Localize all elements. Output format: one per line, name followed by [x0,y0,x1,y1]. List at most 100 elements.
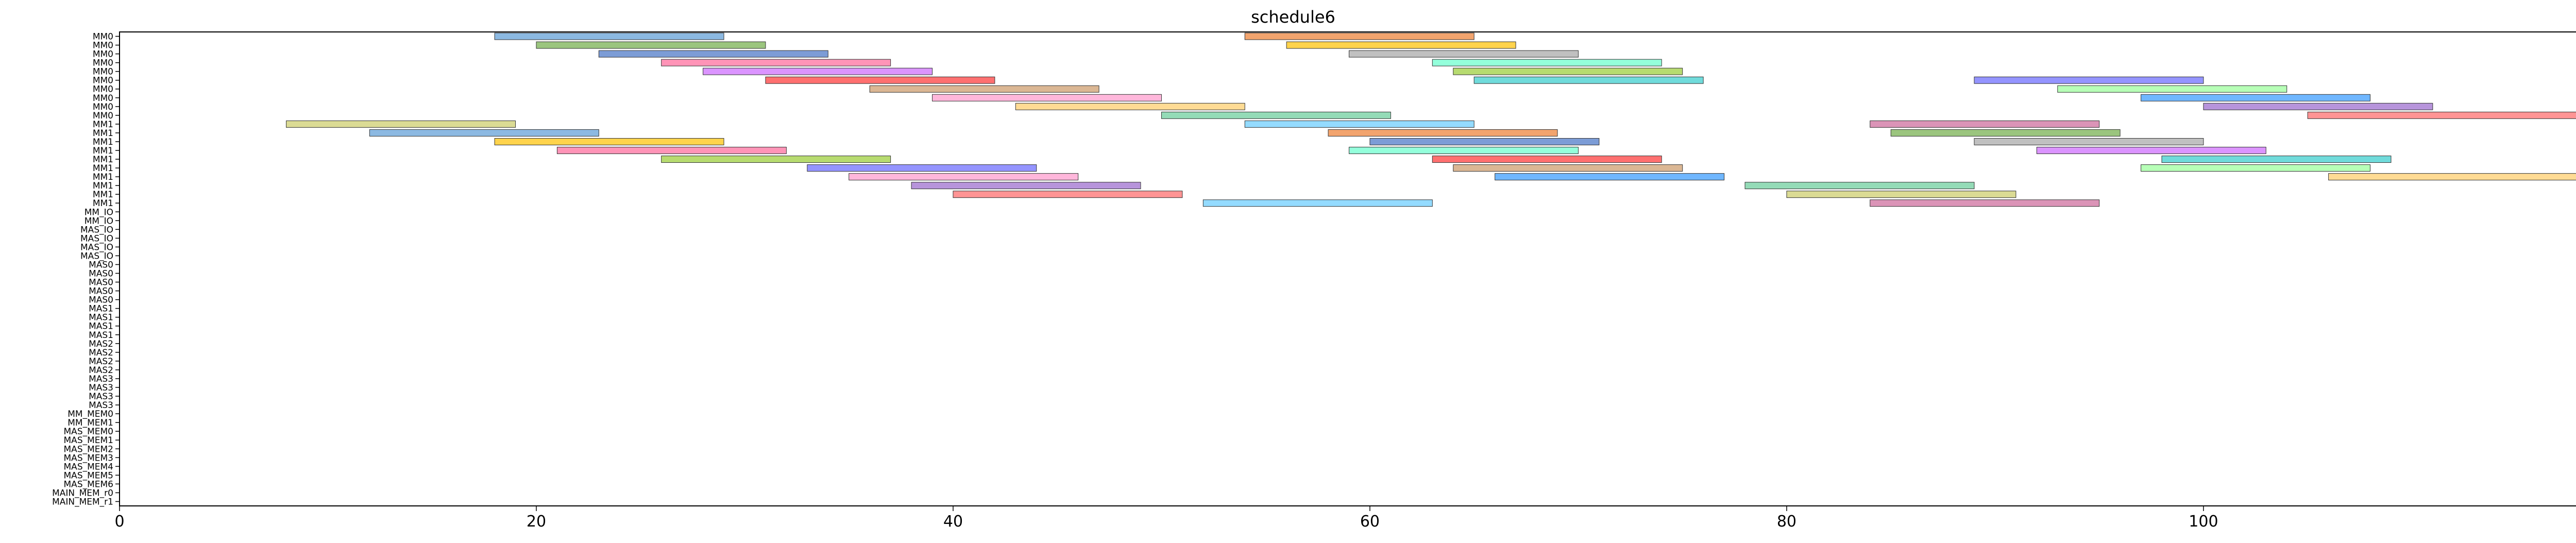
task-bar [1744,182,1975,190]
chart-title: schedule6 [1251,7,1335,27]
y-tick-label: MAS3 [89,400,113,411]
task-bar [1890,129,2121,137]
task-bar [1328,129,1558,137]
y-tick-label: MAS0 [89,295,113,306]
y-tick-label: MM0 [93,58,113,69]
x-axis-ticks: 0 20 40 60 80 100 [114,506,2218,531]
task-bar [1432,59,1662,66]
task-bar [849,173,1079,181]
y-tick-label: MAS2 [89,357,113,367]
y-tick-label: MAS1 [89,304,113,314]
y-tick-label: MM0 [93,76,113,86]
y-tick-label: MAIN_MEM_r1 [52,497,113,507]
y-tick-label: MAS3 [89,392,113,402]
x-tick-label: 0 [114,513,124,531]
y-tick-label: MAS1 [89,321,113,332]
y-tick-label: MM1 [93,146,113,156]
y-tick-label: MAS2 [89,348,113,358]
task-bar [1974,138,2204,145]
task-bar [2203,103,2433,110]
y-tick-label: MAS_MEM0 [64,427,113,437]
y-tick-label: MM_IO [84,216,113,226]
y-tick-label: MM1 [93,137,113,147]
task-bar [911,182,1141,190]
task-bar [1495,173,1725,181]
x-tick-label: 100 [2189,513,2218,531]
y-axis-ticks: MM0MM0MM0MM0MM0MM0MM0MM0MM0MM0MM1MM1MM1M… [52,32,120,507]
task-bar [1161,111,1391,119]
task-bar [1286,41,1516,49]
y-tick-label: MM0 [93,84,113,95]
task-bars [286,32,2576,207]
x-tick-label: 40 [943,513,963,531]
y-tick-label: MM1 [93,120,113,130]
task-bar [765,76,995,84]
task-bar [369,129,599,137]
y-tick-label: MAS3 [89,383,113,393]
y-tick-label: MM1 [93,190,113,200]
task-bar [1244,32,1475,40]
y-tick-label: MM1 [93,198,113,209]
task-bar [1349,147,1579,154]
task-bar [1202,199,1433,207]
task-bar [807,164,1037,172]
y-tick-label: MAS2 [89,339,113,349]
x-tick-label: 20 [527,513,546,531]
task-bar [2328,173,2576,181]
task-bar [556,147,787,154]
y-tick-label: MM_MEM0 [67,409,113,419]
task-bar [661,156,891,163]
task-bar [1015,103,1245,110]
task-bar [661,59,891,66]
task-bar [2161,156,2392,163]
task-bar [1432,156,1662,163]
y-tick-label: MAS_IO [80,242,113,252]
task-bar [932,94,1162,101]
y-tick-label: MM0 [93,111,113,121]
y-tick-label: MAS0 [89,260,113,270]
y-tick-label: MM0 [93,93,113,104]
task-bar [1870,120,2100,128]
task-bar [2141,164,2371,172]
task-bar [1870,199,2100,207]
task-bar [286,120,516,128]
task-bar [703,67,933,75]
y-tick-label: MAS_MEM6 [64,479,113,489]
y-tick-label: MAS_IO [80,233,113,244]
y-tick-label: MM1 [93,128,113,139]
y-tick-label: MAS_MEM5 [64,470,113,481]
y-tick-label: MAS2 [89,365,113,376]
y-tick-label: MM0 [93,102,113,112]
y-tick-label: MAS0 [89,278,113,288]
y-tick-label: MAIN_MEM_r0 [52,488,113,498]
y-tick-label: MAS_MEM3 [64,453,113,463]
task-bar [1349,50,1579,58]
task-bar [1974,76,2204,84]
task-bar [1244,120,1475,128]
y-tick-label: MAS1 [89,313,113,323]
task-bar [1473,76,1704,84]
x-tick-label: 60 [1360,513,1380,531]
task-bar [598,50,828,58]
y-tick-label: MM1 [93,172,113,182]
task-bar [1453,67,1683,75]
task-bar [1369,138,1600,145]
y-tick-label: MM0 [93,49,113,60]
y-tick-label: MM0 [93,67,113,77]
task-bar [494,138,724,145]
task-bar [2141,94,2371,101]
task-bar [1786,191,2016,198]
y-tick-label: MAS_MEM2 [64,444,113,454]
y-tick-label: MAS_MEM4 [64,462,113,472]
y-tick-label: MM_IO [84,207,113,217]
y-tick-label: MAS_IO [80,251,113,261]
task-bar [869,85,1099,93]
y-tick-label: MAS0 [89,286,113,297]
task-bar [2036,147,2266,154]
y-tick-label: MM1 [93,155,113,165]
y-tick-label: MAS_MEM1 [64,435,113,446]
y-tick-label: MAS_IO [80,225,113,235]
task-bar [2057,85,2287,93]
y-tick-label: MM0 [93,32,113,42]
